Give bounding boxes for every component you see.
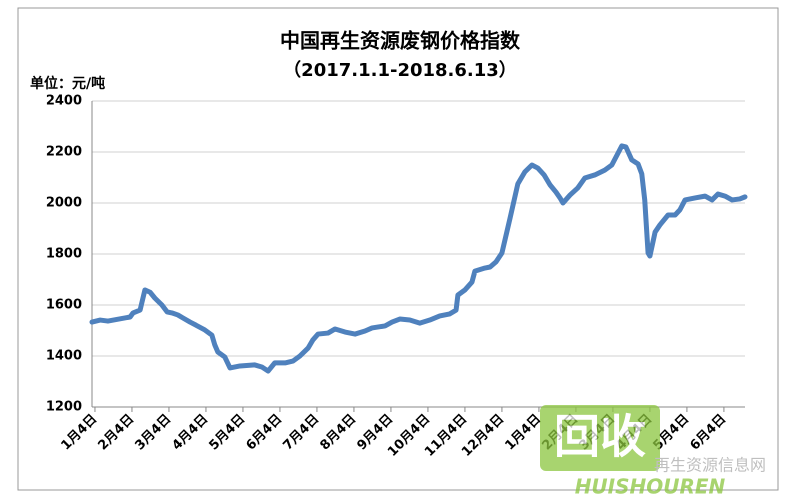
watermark-logo: 回收 (554, 410, 646, 464)
unit-label: 单位：元/吨 (30, 75, 105, 92)
y-tick-label: 2400 (46, 94, 82, 109)
chart-border (17, 7, 779, 491)
price-line (89, 143, 748, 374)
y-tick-label: 1800 (46, 247, 82, 262)
x-tick-label: 4月4日 (169, 412, 211, 454)
watermark-logo-box (540, 405, 660, 471)
watermark-brand: HUISHOUREN (575, 475, 726, 499)
y-tick-label: 1600 (46, 298, 82, 313)
x-tick-label: 1月4日 (502, 412, 544, 454)
watermark: 回收 HUISHOUREN 再生资源信息网 (540, 405, 766, 499)
x-tick-label: 6月4日 (687, 412, 729, 454)
x-tick-label: 7月4日 (280, 412, 322, 454)
x-tick-label: 3月4日 (132, 412, 174, 454)
y-tick-label: 2000 (46, 196, 82, 211)
y-tick-label: 1400 (46, 349, 82, 364)
x-tick-label: 8月4日 (317, 412, 359, 454)
x-tick-label: 5月4日 (206, 412, 248, 454)
chart-title: 中国再生资源废钢价格指数 (280, 29, 521, 53)
x-tick-label: 1月4日 (58, 412, 100, 454)
watermark-site: 再生资源信息网 (654, 456, 766, 475)
plot-area: 12001400160018002000220024001月4日2月4日3月4日… (46, 94, 748, 460)
x-tick-label: 2月4日 (95, 412, 137, 454)
chart-subtitle: （2017.1.1-2018.6.13） (283, 60, 517, 81)
x-tick-label: 6月4日 (243, 412, 285, 454)
y-tick-label: 2200 (46, 145, 82, 160)
y-tick-label: 1200 (46, 400, 82, 415)
